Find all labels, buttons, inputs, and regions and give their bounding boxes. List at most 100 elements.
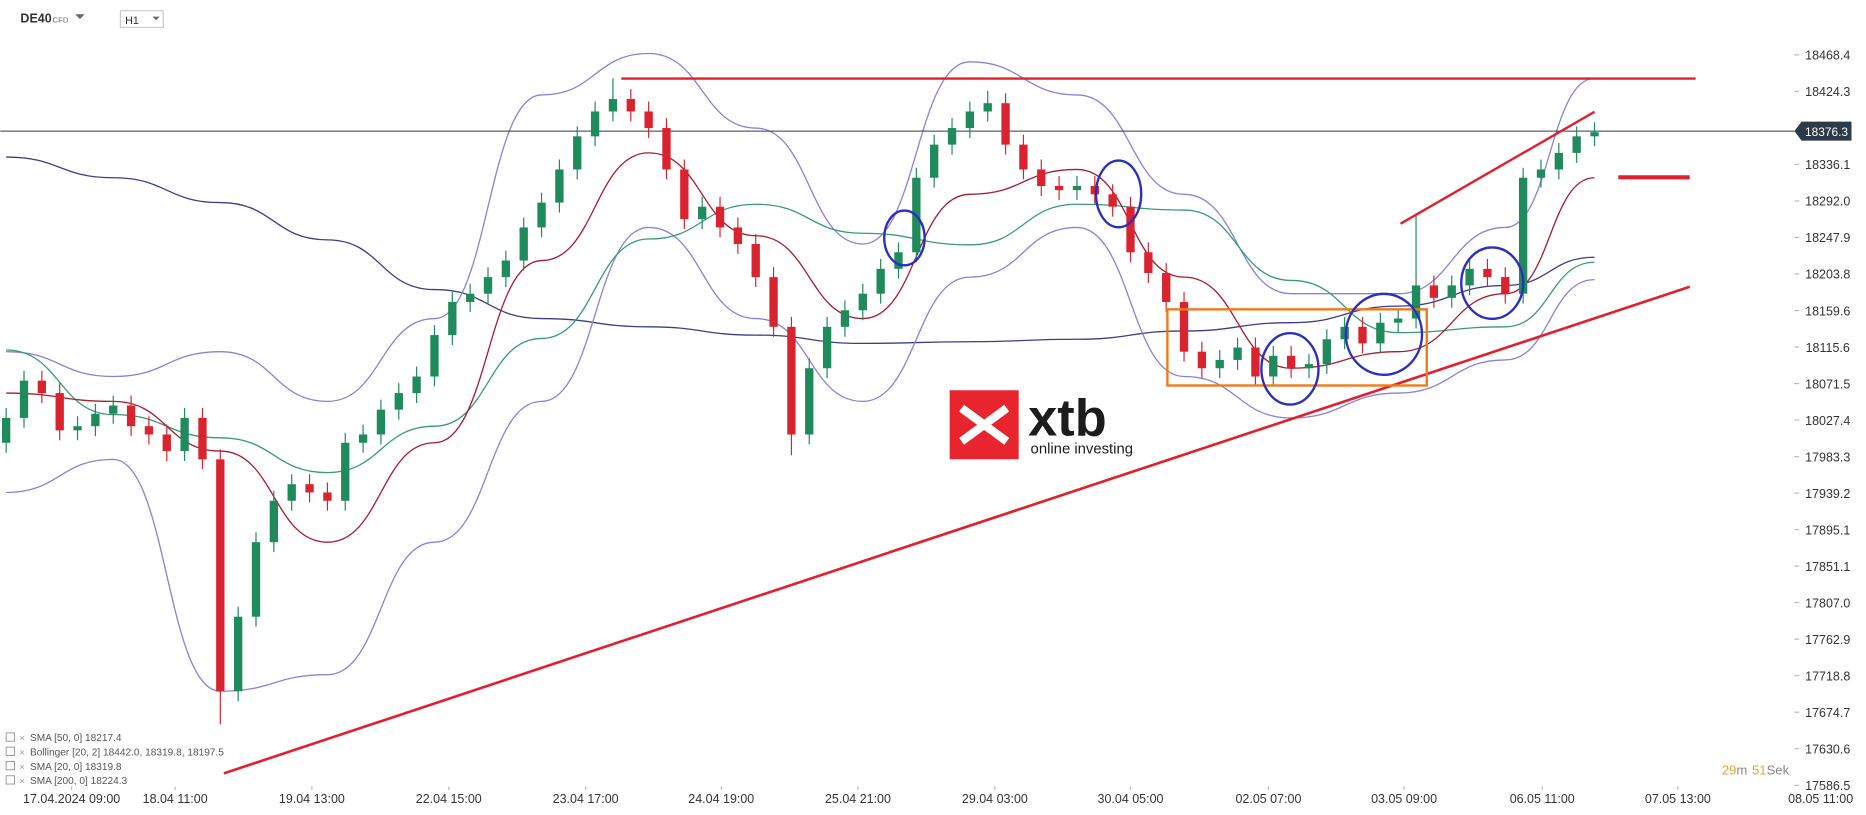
candle-body xyxy=(1518,177,1528,294)
timer-seconds: 51 xyxy=(1752,763,1767,778)
candle-body xyxy=(626,99,635,112)
current-price-label: 18376.3 xyxy=(1805,125,1848,139)
y-tick-label: 17718.8 xyxy=(1805,669,1850,683)
candle-body xyxy=(947,128,957,145)
legend-close: × xyxy=(19,748,25,759)
y-axis: 18468.4 18424.3 18336.1 18292.0 18247.9 18203… xyxy=(1794,49,1850,793)
candle-body xyxy=(1090,186,1099,195)
timeframe-dropdown[interactable] xyxy=(152,16,160,21)
y-tick-label: 17983.3 xyxy=(1805,450,1850,464)
legend-icon xyxy=(5,760,15,771)
y-tick-label: 17630.6 xyxy=(1805,742,1850,756)
legend-entry: Bollinger [20, 2] 18442.0, 18319.8, 1819… xyxy=(30,748,224,759)
x-tick-label: 03.05 09:00 xyxy=(1371,792,1437,806)
x-tick-label: 29.04 03:00 xyxy=(962,792,1028,806)
candle-body xyxy=(715,206,725,228)
indicator-line xyxy=(6,203,1595,474)
candle-body xyxy=(1501,277,1510,294)
legend-entry: SMA [200, 0] 18224.3 xyxy=(30,776,128,787)
y-tick-label: 17762.9 xyxy=(1805,633,1850,647)
candle-body xyxy=(430,335,439,377)
timer-minutes: 29 xyxy=(1722,763,1737,778)
highlight-circle xyxy=(1344,292,1424,376)
y-tick-label: 17895.1 xyxy=(1805,523,1850,537)
candle-body xyxy=(1197,351,1207,369)
price-tag-shape xyxy=(1794,121,1852,141)
candle-timer: 29m 51Sek xyxy=(1722,763,1790,778)
candle-body xyxy=(180,417,189,452)
candle-body xyxy=(126,405,136,427)
logo: xtb online investing xyxy=(949,389,1133,460)
y-tick-label: 18424.3 xyxy=(1805,85,1850,99)
timeframe[interactable]: H1 xyxy=(125,15,139,27)
candle-body xyxy=(1304,364,1314,369)
symbol-dropdown[interactable] xyxy=(75,14,85,20)
y-tick-label: 18247.9 xyxy=(1805,231,1850,245)
candle-body xyxy=(733,227,743,244)
legend: × SMA [50, 0] 18217.4 × Bollinger [20, 2] 1… xyxy=(5,732,224,787)
candle-body xyxy=(1162,272,1171,302)
range-box xyxy=(1166,308,1428,387)
y-tick-label: 18071.5 xyxy=(1805,377,1850,391)
candle-body xyxy=(1251,347,1260,377)
candle-body xyxy=(1429,285,1439,298)
candle-body xyxy=(466,293,475,302)
candle-body xyxy=(644,111,653,129)
candle-body xyxy=(1322,339,1331,365)
candle-body xyxy=(91,413,100,427)
highlight-circle xyxy=(1460,246,1525,321)
logo-brand: xtb xyxy=(1028,389,1107,447)
symbol[interactable]: DE40 xyxy=(20,12,51,26)
candle-body xyxy=(894,252,903,269)
timer-second-unit: Sek xyxy=(1767,763,1790,778)
candle-body xyxy=(287,484,296,501)
candle-body xyxy=(840,310,850,327)
candle-body xyxy=(144,426,154,435)
candle-body xyxy=(341,442,350,501)
trend-line xyxy=(223,285,1691,775)
x-tick-label: 17.04.2024 09:00 xyxy=(23,792,120,806)
candle-body xyxy=(983,103,992,112)
candle-body xyxy=(37,380,47,394)
indicator-line xyxy=(6,152,1595,543)
candle-body xyxy=(1144,252,1153,273)
candle-body xyxy=(19,380,29,418)
candle-body xyxy=(198,417,207,460)
candle-body xyxy=(216,459,225,692)
timer-minute-unit: m xyxy=(1736,763,1747,778)
current-price-tag: 18376.3 xyxy=(1794,121,1852,141)
candle-body xyxy=(555,169,564,203)
x-tick-label: 08.05 11:00 xyxy=(1788,792,1853,806)
candle-body xyxy=(162,434,171,452)
y-tick-label: 18027.4 xyxy=(1805,414,1850,428)
candle-body xyxy=(590,111,600,137)
candle-body xyxy=(1447,285,1456,298)
candle-body xyxy=(1483,268,1492,278)
timeframe-box[interactable] xyxy=(119,10,164,28)
candle-body xyxy=(1554,152,1563,170)
candle-body xyxy=(876,268,885,294)
y-tick-label: 18203.8 xyxy=(1805,268,1850,282)
candle-body xyxy=(822,326,832,369)
candle-body xyxy=(305,484,314,493)
candle-body xyxy=(448,301,457,336)
legend-close: × xyxy=(19,762,25,773)
candle-body xyxy=(1465,268,1474,286)
candle-body xyxy=(1340,326,1349,340)
y-tick-label: 17807.0 xyxy=(1805,596,1850,610)
candle-body xyxy=(323,492,332,501)
y-tick-label: 18115.6 xyxy=(1806,341,1850,355)
candle-body xyxy=(1376,322,1385,344)
candle-body xyxy=(751,243,760,278)
x-tick-label: 02.05 07:00 xyxy=(1235,792,1301,806)
candle-body xyxy=(1179,301,1189,352)
candle-body xyxy=(787,326,796,435)
candle-body xyxy=(501,260,511,278)
candle-body xyxy=(930,144,939,178)
candle-body xyxy=(858,293,867,311)
legend-close: × xyxy=(19,776,25,787)
y-tick-label: 18336.1 xyxy=(1805,158,1850,172)
